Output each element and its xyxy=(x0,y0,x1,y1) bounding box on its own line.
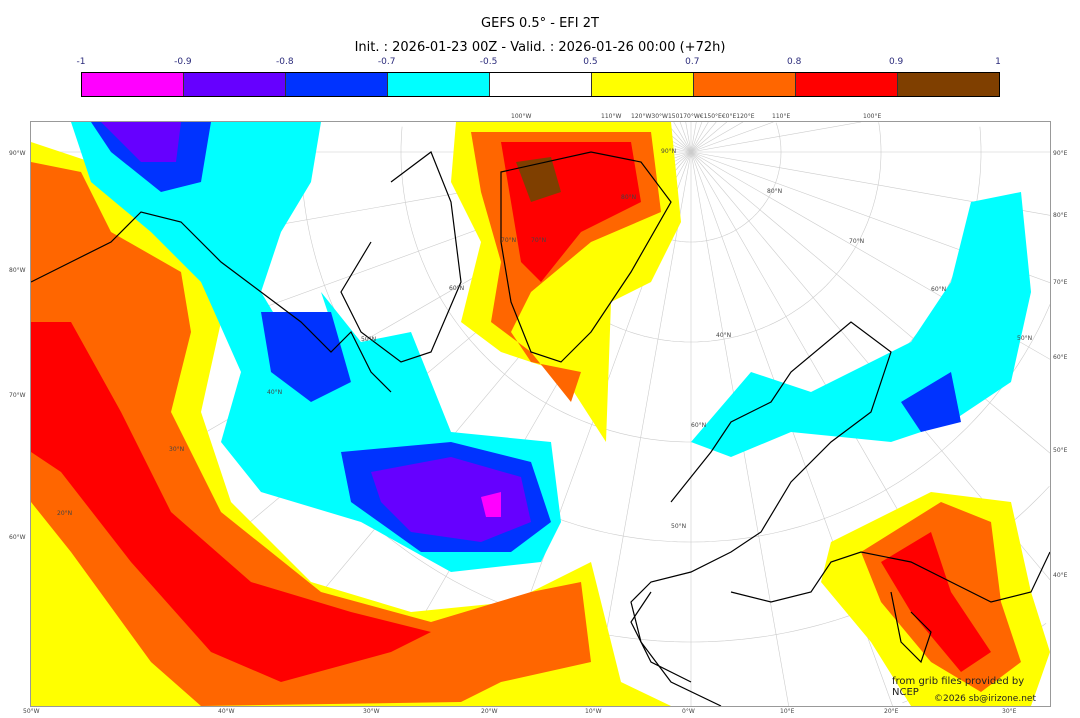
meridian-line xyxy=(690,122,697,153)
axis-label: 60°N xyxy=(691,422,707,429)
axis-label: 20°W xyxy=(481,708,498,715)
coastlines xyxy=(31,151,1050,706)
colorbar-tick-label: -1 xyxy=(76,57,86,67)
axis-label: 110°W xyxy=(601,113,622,120)
axis-label: 120°W30°W150170°W€150°E€0°E120°E xyxy=(631,113,755,120)
colorbar-swatch xyxy=(286,73,388,96)
axis-label: 10°W xyxy=(585,708,602,715)
colorbar-swatch xyxy=(796,73,898,96)
axis-label: 70°N xyxy=(531,237,547,244)
axis-label: 30°W xyxy=(363,708,380,715)
colorbar-swatch xyxy=(388,73,490,96)
axis-label: 100°E xyxy=(863,113,882,120)
meridian-line xyxy=(685,122,692,153)
meridian-line xyxy=(673,122,692,153)
axis-label: 40°E xyxy=(1053,572,1068,579)
axis-label: 60°W xyxy=(9,534,26,541)
axis-label: 40°N xyxy=(716,332,732,339)
axis-label: 50°E xyxy=(1053,447,1068,454)
colorbar-swatch xyxy=(490,73,592,96)
axis-label: 70°W xyxy=(9,392,26,399)
axis-label: 70°E xyxy=(1053,279,1068,286)
colorbar xyxy=(81,72,1000,97)
parallel-line xyxy=(300,124,1050,543)
colorbar-tick-label: -0.5 xyxy=(479,57,498,67)
axis-label: 70°N xyxy=(849,238,865,245)
axis-label: 50°N xyxy=(671,523,687,530)
meridian-line xyxy=(690,122,703,153)
axis-label: 20°E xyxy=(884,708,899,715)
axis-label: 80°W xyxy=(9,267,26,274)
axis-label: 50°N xyxy=(361,336,377,343)
axis-label: 60°E xyxy=(1053,354,1068,361)
axis-label: 80°N xyxy=(767,188,783,195)
axis-label: 70°N xyxy=(501,237,517,244)
colorbar-tick-label: -0.7 xyxy=(377,57,396,67)
colorbar-tick-label: 1 xyxy=(995,57,1001,67)
colorbar-swatch xyxy=(82,73,184,96)
meridian-line xyxy=(690,122,727,153)
map-area: 90°W 80°W 70°W 60°W 50°W 40°W 30°W 20°W 10°W 0°W 1… xyxy=(9,113,1067,715)
axis-label: 90°W xyxy=(9,150,26,157)
axis-label: 40°N xyxy=(267,389,283,396)
meridian-line xyxy=(679,122,692,153)
axis-label: 0°W xyxy=(682,708,695,715)
axis-label: 20°N xyxy=(57,510,73,517)
axis-label: 80°N xyxy=(621,194,637,201)
colorbar-tick-label: -0.8 xyxy=(275,57,294,67)
axis-label: 60°N xyxy=(931,286,947,293)
axis-label: 100°W xyxy=(511,113,532,120)
colorbar-tick-label: 0.7 xyxy=(685,57,700,67)
colorbar-swatch xyxy=(898,73,999,96)
axis-label: 10°E xyxy=(780,708,795,715)
efi-shading xyxy=(31,122,1050,706)
axis-label: 80°E xyxy=(1053,212,1068,219)
colorbar-tick-label: 0.9 xyxy=(888,57,904,67)
axis-label: 50°W xyxy=(23,708,40,715)
meridian-line xyxy=(690,151,1050,454)
meridian-line xyxy=(690,122,774,153)
source-credit: from grib files provided by NCEP xyxy=(892,676,1025,698)
colorbar-swatch xyxy=(694,73,796,96)
colorbar-tick-label: 0.8 xyxy=(787,57,802,67)
map-title: GEFS 0.5° - EFI 2T xyxy=(481,16,599,31)
meridian-line xyxy=(690,122,717,153)
colorbar-swatch xyxy=(184,73,286,96)
axis-label: 50°N xyxy=(1017,335,1033,342)
colorbar-tick-label: -0.9 xyxy=(174,57,192,67)
meridian-line xyxy=(690,122,862,153)
colorbar-tick-label: 0.5 xyxy=(583,57,598,67)
axis-label: 30°E xyxy=(1002,708,1017,715)
meridian-line xyxy=(690,122,744,153)
axis-label: 40°W xyxy=(218,708,235,715)
map-subtitle: Init. : 2026-01-23 00Z - Valid. : 2026-0… xyxy=(354,40,726,55)
axis-label: 110°E xyxy=(772,113,791,120)
axis-label: 90°E xyxy=(1053,150,1068,157)
axis-label: 90°N xyxy=(661,148,677,155)
colorbar-swatch xyxy=(592,73,694,96)
axis-label: 30°N xyxy=(169,446,185,453)
meridian-line xyxy=(690,122,709,153)
axis-label: 60°N xyxy=(449,285,465,292)
efi-field xyxy=(31,122,1050,706)
copyright: ©2026 sb@irizone.net xyxy=(934,694,1036,704)
meridian-line xyxy=(593,151,692,706)
